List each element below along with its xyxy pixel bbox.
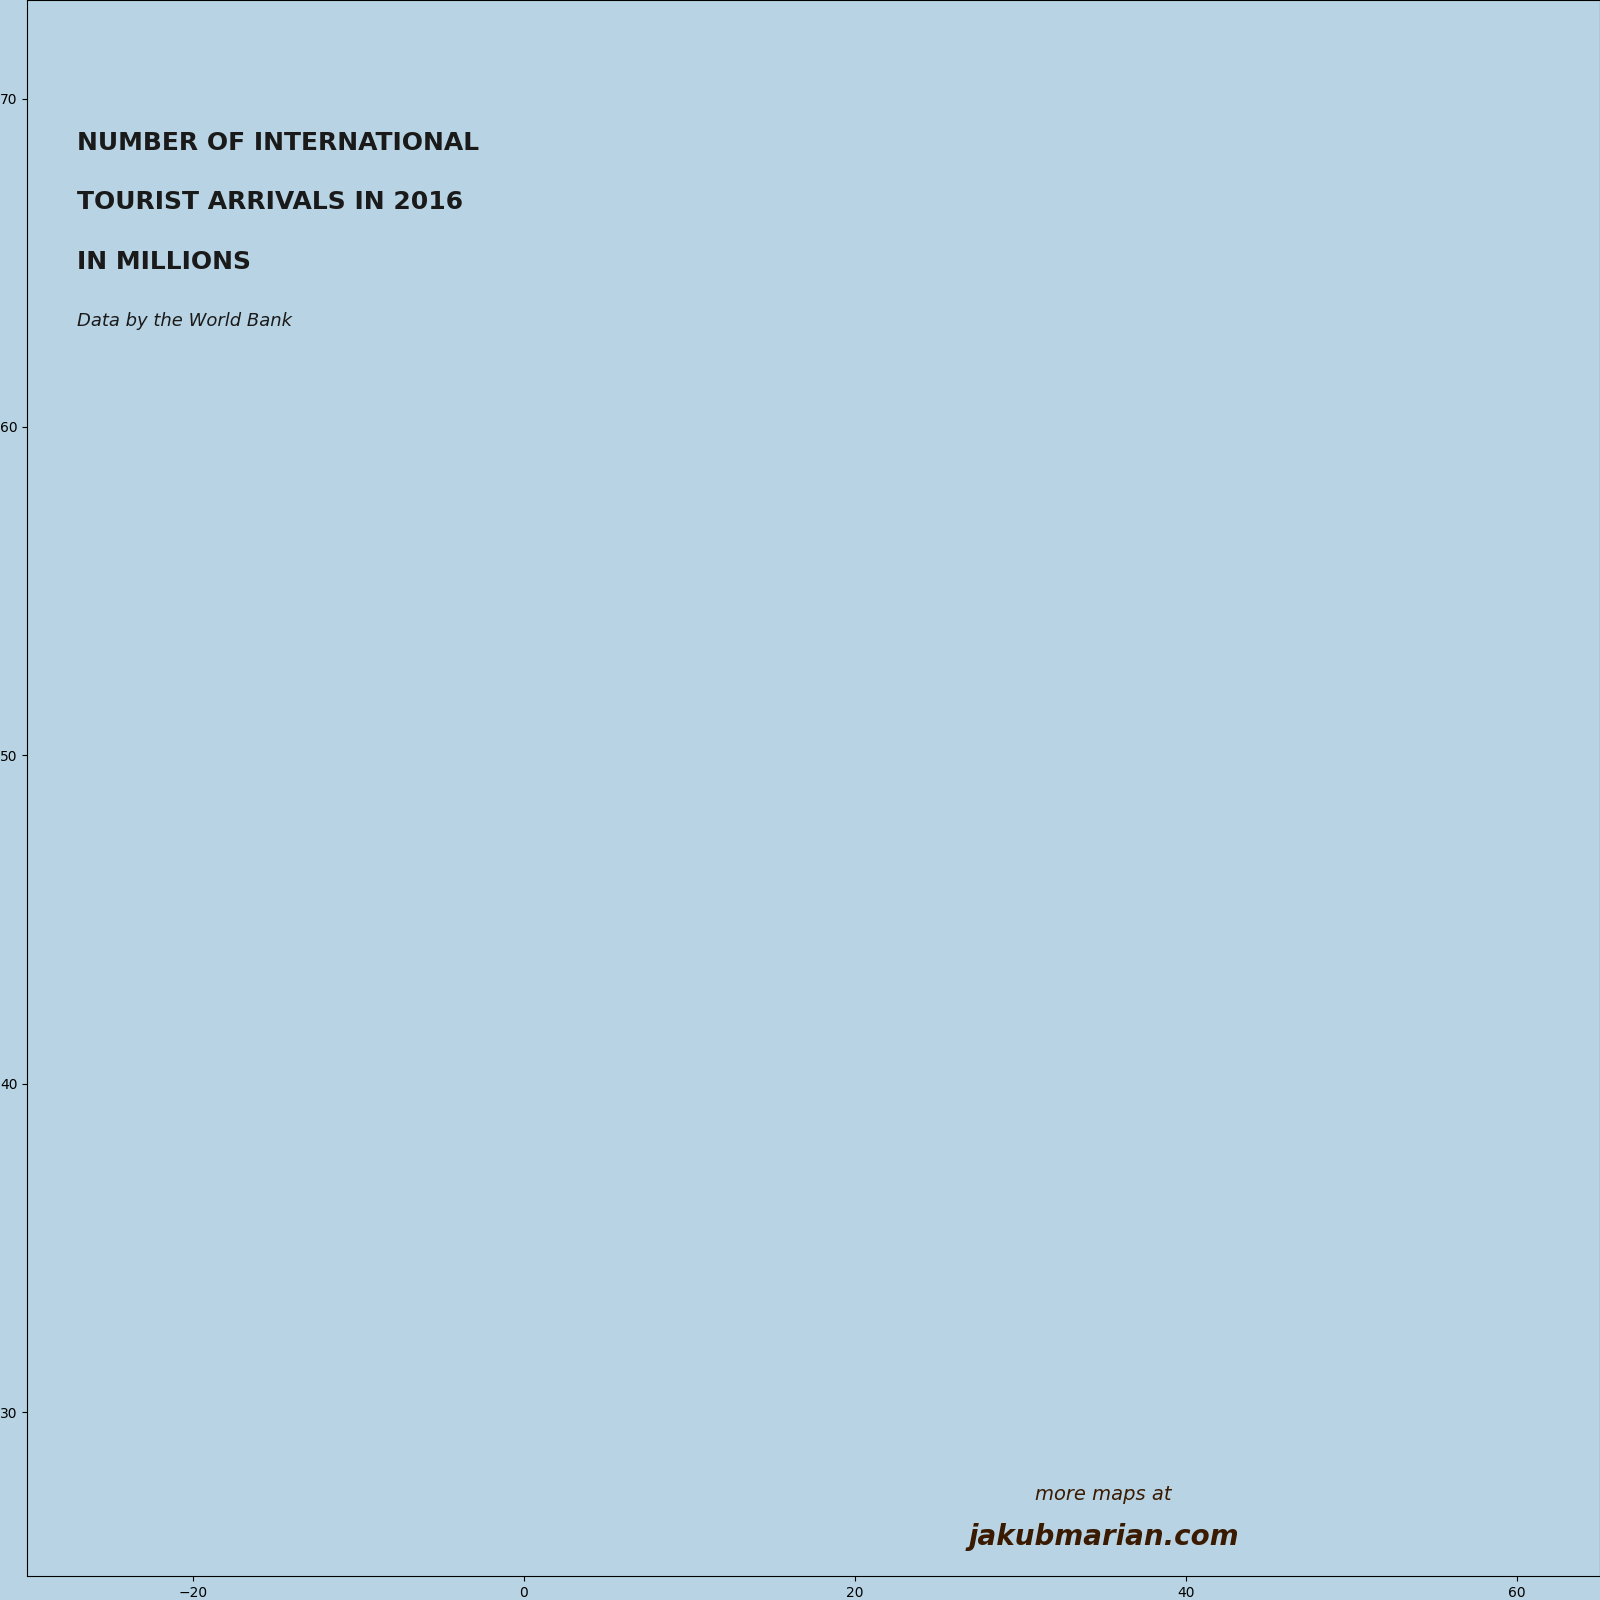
Text: more maps at: more maps at	[1035, 1485, 1171, 1504]
Text: IN MILLIONS: IN MILLIONS	[77, 250, 251, 274]
Text: Data by the World Bank: Data by the World Bank	[77, 312, 293, 330]
Text: TOURIST ARRIVALS IN 2016: TOURIST ARRIVALS IN 2016	[77, 190, 462, 214]
Text: NUMBER OF INTERNATIONAL: NUMBER OF INTERNATIONAL	[77, 131, 478, 155]
Text: jakubmarian.com: jakubmarian.com	[968, 1523, 1238, 1550]
